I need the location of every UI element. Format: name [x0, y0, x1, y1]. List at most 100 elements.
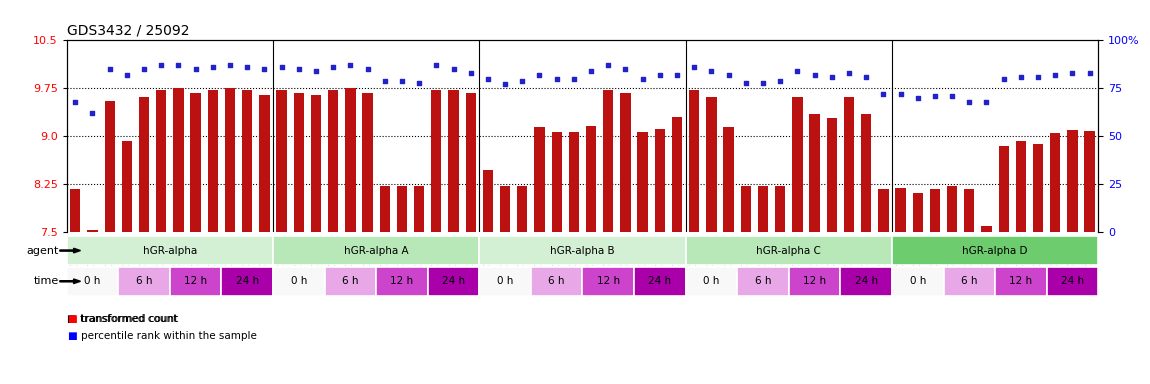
Bar — [225, 88, 236, 232]
Bar — [1046, 267, 1098, 296]
Bar — [345, 88, 355, 232]
Point — [290, 66, 308, 72]
Bar — [191, 93, 201, 232]
Bar — [431, 90, 442, 232]
Point — [427, 62, 445, 68]
Text: 12 h: 12 h — [597, 276, 620, 286]
Point — [822, 74, 841, 80]
Bar — [1067, 130, 1078, 232]
Bar — [118, 267, 170, 296]
Point — [668, 72, 687, 78]
Point — [1064, 70, 1082, 76]
Point — [634, 76, 652, 82]
Point — [651, 72, 669, 78]
Bar — [861, 114, 872, 232]
Point — [1012, 74, 1030, 80]
Bar — [810, 114, 820, 232]
Bar — [943, 267, 995, 296]
Bar — [741, 186, 751, 232]
Point — [409, 79, 428, 86]
Bar — [293, 93, 304, 232]
Bar — [362, 93, 373, 232]
Bar — [637, 132, 647, 232]
Point — [117, 72, 136, 78]
Point — [753, 79, 772, 86]
Bar — [531, 267, 583, 296]
Bar — [981, 226, 991, 232]
Point — [376, 78, 394, 84]
Bar — [448, 90, 459, 232]
Point — [685, 64, 704, 70]
Bar — [792, 97, 803, 232]
Bar — [139, 97, 150, 232]
Text: 24 h: 24 h — [1061, 276, 1084, 286]
Bar — [328, 90, 338, 232]
Text: 0 h: 0 h — [291, 276, 307, 286]
Text: hGR-alpha B: hGR-alpha B — [550, 245, 615, 256]
Bar — [1015, 141, 1026, 232]
Point — [342, 62, 360, 68]
Bar — [685, 267, 737, 296]
Point — [857, 74, 875, 80]
Bar — [480, 236, 685, 265]
Point — [152, 62, 170, 68]
Text: 0 h: 0 h — [497, 276, 513, 286]
Point — [737, 79, 756, 86]
Bar — [569, 132, 580, 232]
Point — [770, 78, 789, 84]
Bar — [995, 267, 1046, 296]
Bar — [483, 170, 493, 232]
Bar — [879, 189, 889, 232]
Bar — [964, 189, 974, 232]
Bar — [276, 90, 286, 232]
Text: hGR-alpha A: hGR-alpha A — [344, 245, 408, 256]
Text: 24 h: 24 h — [854, 276, 877, 286]
Bar — [583, 267, 634, 296]
Text: 12 h: 12 h — [803, 276, 826, 286]
Point — [599, 62, 618, 68]
Point — [565, 76, 583, 82]
Point — [703, 68, 721, 74]
Point — [238, 64, 256, 70]
Bar — [775, 186, 785, 232]
Bar — [70, 189, 80, 232]
Point — [169, 62, 187, 68]
Point — [359, 66, 377, 72]
Point — [840, 70, 858, 76]
Point — [547, 76, 566, 82]
Text: transformed count: transformed count — [81, 314, 178, 324]
Text: 0 h: 0 h — [84, 276, 101, 286]
Bar — [376, 267, 428, 296]
Point — [926, 93, 944, 99]
Point — [582, 68, 600, 74]
Text: 24 h: 24 h — [649, 276, 672, 286]
Bar — [998, 146, 1009, 232]
Text: GDS3432 / 25092: GDS3432 / 25092 — [67, 23, 190, 37]
Bar — [789, 267, 841, 296]
Text: 6 h: 6 h — [136, 276, 152, 286]
Bar — [685, 236, 892, 265]
Point — [978, 99, 996, 105]
Text: 24 h: 24 h — [442, 276, 465, 286]
Bar — [174, 88, 184, 232]
Point — [720, 72, 738, 78]
Point — [788, 68, 806, 74]
Point — [444, 66, 462, 72]
Bar — [222, 267, 273, 296]
Bar — [689, 90, 699, 232]
Bar — [324, 267, 376, 296]
Point — [135, 66, 153, 72]
Point — [393, 78, 412, 84]
Point — [324, 64, 343, 70]
Text: 6 h: 6 h — [549, 276, 565, 286]
Bar — [518, 186, 528, 232]
Bar — [273, 267, 324, 296]
Bar — [929, 189, 940, 232]
Point — [1046, 72, 1065, 78]
Point — [307, 68, 325, 74]
Bar — [428, 267, 480, 296]
Text: time: time — [33, 276, 59, 286]
Bar — [913, 193, 923, 232]
Bar — [67, 267, 118, 296]
Bar — [841, 267, 892, 296]
